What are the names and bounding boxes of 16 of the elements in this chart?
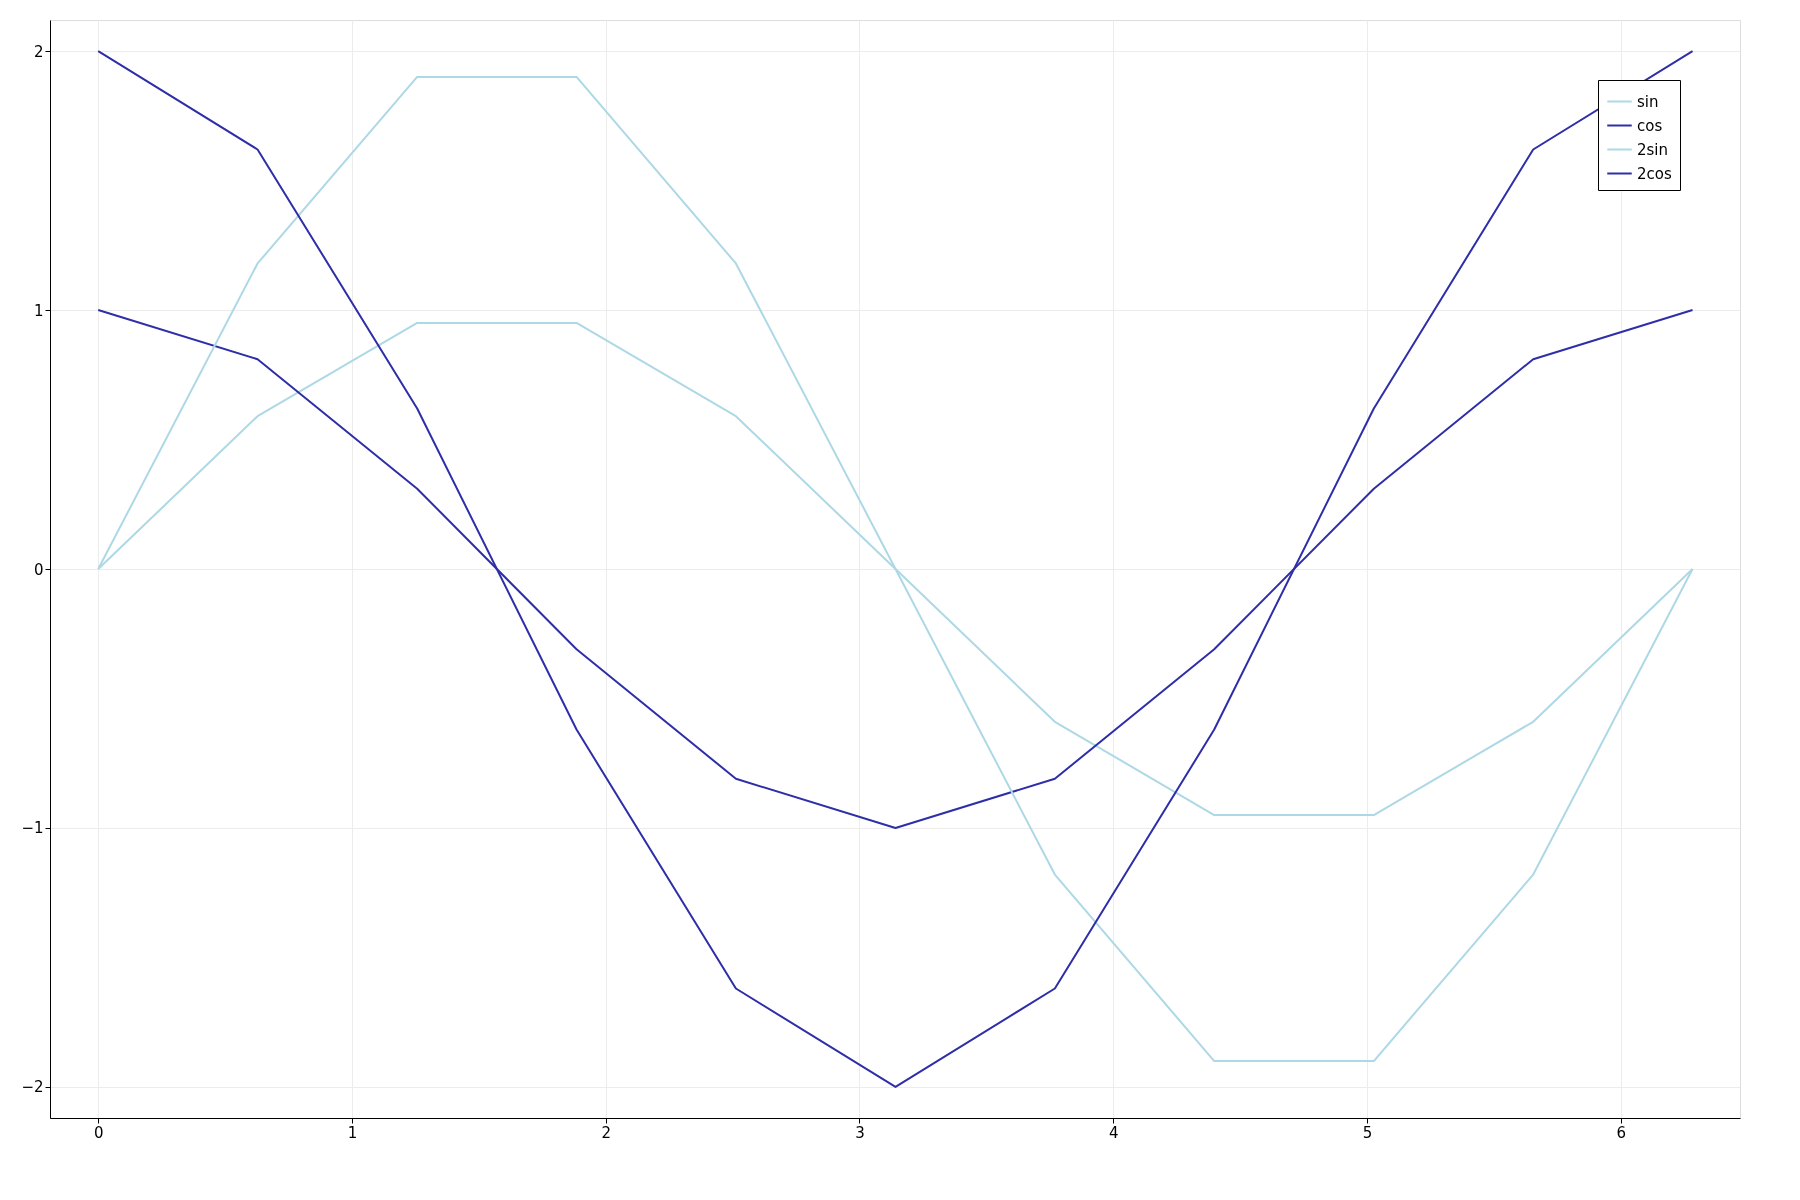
y-tick-label: 2 [33, 42, 44, 61]
y-tick-label: −1 [21, 819, 44, 838]
x-tick-label: 1 [347, 1123, 358, 1142]
x-tick-label: 3 [855, 1123, 865, 1142]
legend-label: sin [1637, 92, 1659, 111]
x-tick-label: 2 [601, 1123, 611, 1142]
x-tick-label: 6 [1616, 1123, 1627, 1142]
y-tick-label: 1 [33, 301, 44, 320]
x-tick-label: 4 [1108, 1123, 1119, 1142]
y-tick-label: 0 [33, 560, 44, 579]
y-tick-label: −2 [21, 1078, 44, 1097]
legend-label: 2sin [1637, 140, 1669, 159]
legend-label: cos [1637, 116, 1663, 135]
x-tick-label: 0 [93, 1123, 104, 1142]
legend-label: 2cos [1637, 164, 1672, 183]
x-tick-label: 5 [1362, 1123, 1373, 1142]
